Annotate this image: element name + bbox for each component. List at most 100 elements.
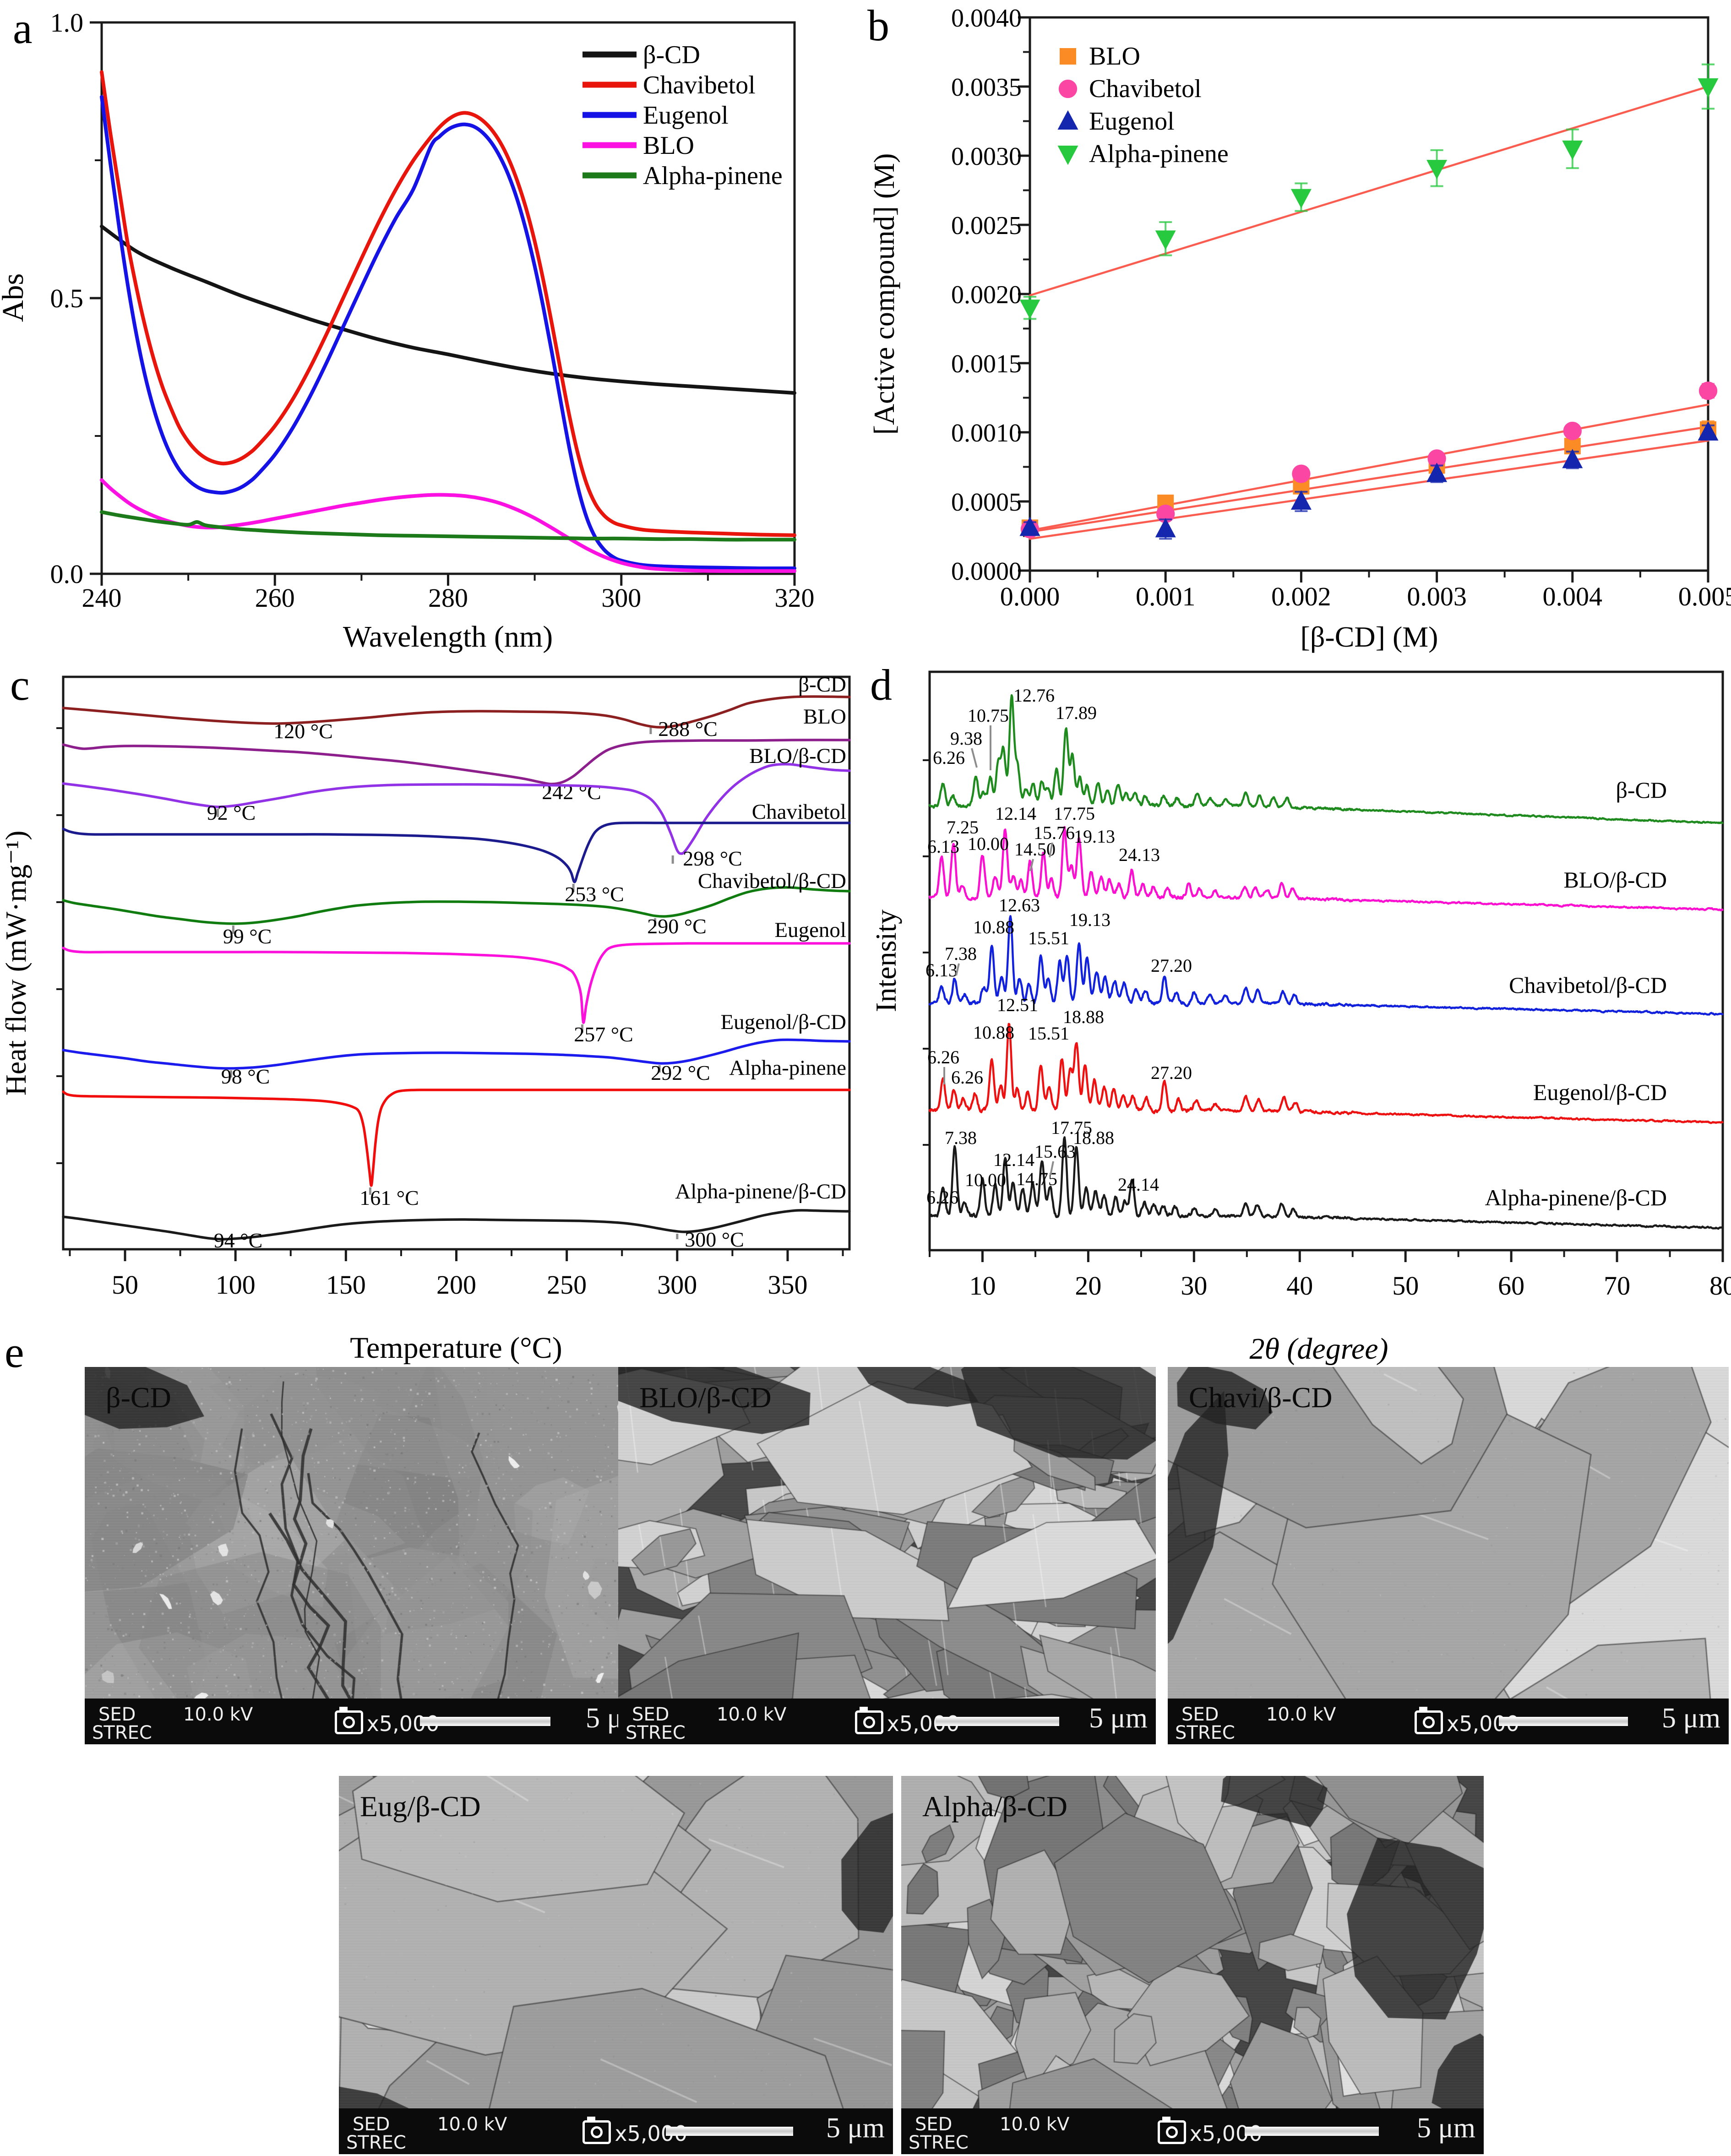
x-tick-label: 0.001 — [1136, 582, 1196, 611]
annotation-label: 18.88 — [1063, 1007, 1104, 1027]
xrd-curve-Chavibetol/β-CD — [928, 915, 1724, 1016]
legend-label: Eugenol — [1089, 107, 1175, 136]
sem-facility: STREC — [909, 2132, 969, 2153]
x-tick-label: 260 — [255, 583, 295, 613]
x-axis-title: [β-CD] (M) — [1301, 621, 1438, 653]
dsc-curve-BLO/β-CD — [62, 762, 851, 855]
camera-icon — [1157, 2117, 1186, 2144]
annotation-label: 6.13 — [925, 960, 958, 980]
marker-square — [1060, 48, 1076, 65]
x-tick-label: 0.005 — [1678, 582, 1731, 611]
annotation-leader — [955, 963, 960, 976]
curve-label: Chavibetol/β-CD — [1509, 972, 1667, 998]
annotation-label: 10.88 — [973, 917, 1014, 937]
legend-label: Chavibetol — [643, 71, 756, 99]
series-BLO — [100, 478, 796, 573]
xrd-curve-β-CD — [928, 694, 1724, 824]
dsc-curve-Eugenol/β-CD — [62, 1038, 851, 1070]
dsc-curve-Eugenol — [62, 942, 851, 1024]
annotation-label: 12.14 — [993, 1149, 1034, 1170]
marker-circle — [1292, 464, 1311, 483]
annotation-label: 6.26 — [933, 747, 965, 768]
annotation-label: 288 °C — [658, 717, 718, 740]
sem-detector: SED — [353, 2114, 390, 2135]
annotation-label: 24.13 — [1119, 844, 1160, 865]
annotation-label: 27.20 — [1151, 1062, 1192, 1083]
series-Eugenol — [100, 95, 796, 571]
marker-triangle-down — [1698, 78, 1719, 98]
x-tick-label: 300 — [601, 583, 641, 613]
x-axis-title: Temperature (°C) — [350, 1331, 562, 1365]
legend-label: Chavibetol — [1089, 75, 1202, 103]
sem-label: Eug/β-CD — [360, 1790, 481, 1823]
y-axis-title: Intensity — [870, 909, 902, 1012]
sem-voltage: 10.0 kV — [1000, 2114, 1070, 2135]
camera-icon — [582, 2117, 611, 2144]
annotation-label: 6.26 — [927, 1047, 959, 1067]
x-tick-label: 60 — [1498, 1271, 1524, 1301]
axis-frame — [928, 670, 1724, 1252]
curve-label: Chavibetol/β-CD — [698, 869, 846, 893]
annotation-label: 10.00 — [965, 1170, 1006, 1190]
annotation-label: 12.76 — [1013, 685, 1055, 706]
marker-triangle-down — [1019, 299, 1040, 319]
sem-micrograph-blo-bcd — [618, 1367, 1156, 1744]
dsc-curve-Chavibetol — [62, 822, 851, 883]
y-axis-title: [Active compound] (M) — [868, 153, 900, 435]
camera-icon — [855, 1707, 883, 1734]
curve-label: BLO/β-CD — [749, 744, 846, 768]
camera-icon — [334, 1707, 363, 1734]
x-tick-label: 50 — [1392, 1271, 1419, 1301]
annotation-label: 17.89 — [1056, 702, 1097, 723]
y-tick-label: 0.0035 — [951, 73, 1022, 102]
legend-label: BLO — [1089, 42, 1140, 71]
panel-letter-b: b — [867, 1, 889, 50]
sem-label: Chavi/β-CD — [1189, 1381, 1333, 1414]
y-tick-label: 0.0040 — [951, 4, 1022, 33]
curve-label: Alpha-pinene/β-CD — [1485, 1185, 1667, 1210]
scale-bar — [665, 2127, 794, 2136]
panel-letter-e: e — [5, 1328, 24, 1377]
curve-label: Alpha-pinene/β-CD — [675, 1180, 846, 1203]
curve-label: Alpha-pinene — [729, 1056, 846, 1080]
sem-footer: SED 10.0 kV STREC x5,000 5 μm — [618, 1699, 1156, 1744]
annotation-label: 120 °C — [273, 719, 333, 743]
legend-label: Alpha-pinene — [643, 162, 783, 190]
marker-triangle-up — [1562, 449, 1583, 468]
xrd-curve-BLO/β-CD — [928, 826, 1724, 912]
fit-line-1 — [1029, 403, 1709, 532]
legend-label: BLO — [643, 131, 694, 160]
annotation-label: 99 °C — [223, 925, 272, 948]
series-β-CD — [100, 224, 796, 395]
sem-label: BLO/β-CD — [639, 1381, 772, 1414]
annotation-label: 290 °C — [647, 915, 707, 938]
sem-voltage: 10.0 kV — [717, 1704, 787, 1725]
curve-label: Chavibetol — [752, 800, 846, 824]
marker-circle — [1563, 421, 1582, 441]
sem-micrograph-chavi-bcd — [1168, 1367, 1729, 1744]
fit-line-2 — [1029, 439, 1709, 540]
marker-circle — [1698, 381, 1718, 400]
sem-image-alpha-bcd: Alpha/β-CD SED 10.0 kV STREC x5,000 5 μm — [901, 1776, 1484, 2154]
curve-label: BLO — [803, 705, 846, 729]
x-tick-label: 100 — [216, 1270, 256, 1300]
x-tick-label: 280 — [428, 583, 468, 613]
x-tick-label: 20 — [1075, 1271, 1101, 1301]
fit-line-0 — [1029, 425, 1709, 533]
annotation-leader — [1050, 1161, 1054, 1176]
y-tick-label: 0.5 — [50, 283, 84, 313]
sem-facility: STREC — [626, 1722, 686, 1743]
marker-triangle-down — [1290, 189, 1312, 208]
x-tick-label: 10 — [969, 1271, 996, 1301]
sem-footer: SED 10.0 kV STREC x5,000 5 μm — [1168, 1699, 1729, 1744]
annotation-label: 27.20 — [1151, 955, 1192, 976]
scale-bar — [1245, 2127, 1379, 2136]
axis-frame — [62, 675, 851, 1251]
annotation-label: 161 °C — [359, 1186, 419, 1209]
curve-label: Eugenol — [774, 918, 846, 942]
charts-svg: 240 260 280 300 320 0.0 0.5 1.0 Wavelength (nm) A… — [0, 4, 1731, 1366]
sem-micrograph-eug-bcd — [339, 1776, 893, 2154]
annotation-label: 292 °C — [651, 1061, 710, 1084]
marker-triangle-up — [1698, 421, 1719, 441]
